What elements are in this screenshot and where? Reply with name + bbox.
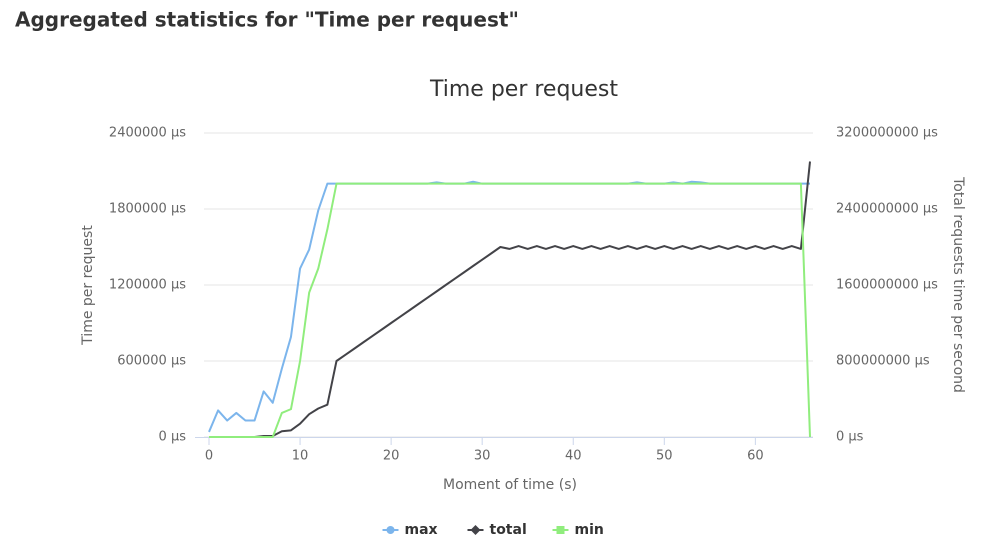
legend-item[interactable]: total (467, 522, 527, 538)
y-tick-label: 600000 µs (117, 354, 186, 369)
legend-item[interactable]: min (552, 522, 604, 538)
y2-tick-label: 800000000 µs (836, 354, 930, 369)
y-tick-label: 1200000 µs (109, 278, 186, 293)
y-tick-label: 0 µs (159, 430, 187, 445)
y-tick-label: 2400000 µs (109, 126, 186, 141)
series-line (209, 161, 811, 438)
legend-label: max (405, 522, 438, 538)
x-tick-label: 20 (383, 449, 400, 464)
x-tick-label: 60 (747, 449, 764, 464)
y2-tick-label: 1600000000 µs (836, 278, 938, 293)
y2-tick-label: 3200000000 µs (836, 126, 938, 141)
x-tick-label: 40 (565, 449, 582, 464)
y-axis-title: Time per request (80, 225, 96, 346)
x-tick-label: 30 (474, 449, 491, 464)
y2-tick-label: 2400000000 µs (836, 202, 938, 217)
x-tick-label: 50 (656, 449, 673, 464)
x-axis-title: Moment of time (s) (443, 477, 577, 493)
legend-marker (386, 526, 395, 534)
y2-axis-title: Total requests time per second (950, 176, 966, 393)
chart-title: Time per request (429, 77, 618, 102)
legend-marker (470, 525, 481, 535)
x-tick-label: 10 (292, 449, 309, 464)
page-heading: Aggregated statistics for "Time per requ… (15, 8, 519, 32)
legend-marker (556, 526, 565, 534)
legend-label: min (575, 522, 604, 538)
x-tick-label: 0 (205, 449, 213, 464)
legend-item[interactable]: max (382, 522, 438, 538)
y2-tick-label: 0 µs (836, 430, 864, 445)
series-line (208, 180, 810, 433)
series-line (209, 182, 811, 438)
y-tick-label: 1800000 µs (109, 202, 186, 217)
legend-label: total (490, 522, 527, 538)
